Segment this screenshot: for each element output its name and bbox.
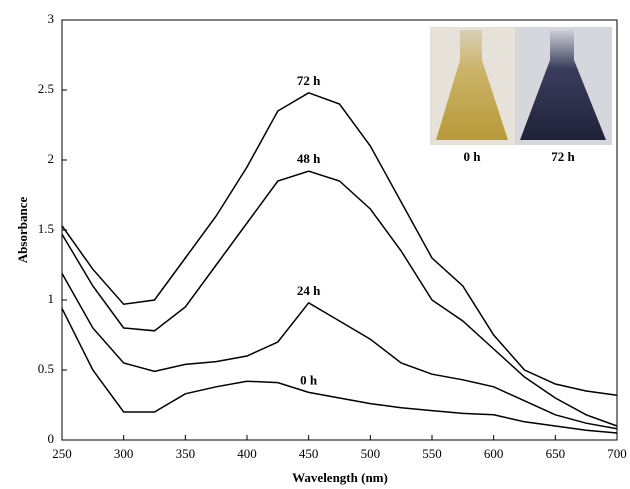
x-tick-label: 400 [237,446,257,461]
series-label: 0 h [300,372,318,387]
inset-photo [430,27,612,145]
y-axis-title: Absorbance [15,197,30,264]
inset-label: 0 h [464,149,482,164]
x-tick-label: 550 [422,446,442,461]
y-tick-label: 2.5 [38,81,54,96]
series-line [61,91,618,396]
series-label: 24 h [297,283,321,298]
flask-72h [520,30,606,140]
y-tick-label: 2 [48,151,55,166]
series-line [61,273,618,430]
x-tick-label: 500 [361,446,381,461]
series-label: 72 h [297,73,321,88]
y-tick-label: 3 [48,11,55,26]
y-tick-label: 1.5 [38,221,54,236]
y-tick-label: 0.5 [38,361,54,376]
series-line [61,170,618,427]
flask-0h [436,30,508,140]
x-tick-label: 600 [484,446,504,461]
x-tick-label: 650 [546,446,566,461]
series-label: 48 h [297,151,321,166]
x-tick-label: 450 [299,446,319,461]
x-tick-label: 300 [114,446,134,461]
x-tick-label: 350 [176,446,196,461]
x-tick-label: 250 [52,446,72,461]
series-line [61,308,618,434]
y-tick-label: 0 [48,431,55,446]
y-tick-label: 1 [48,291,55,306]
inset-label: 72 h [551,149,575,164]
x-tick-label: 700 [607,446,627,461]
x-axis-title: Wavelength (nm) [292,470,388,485]
